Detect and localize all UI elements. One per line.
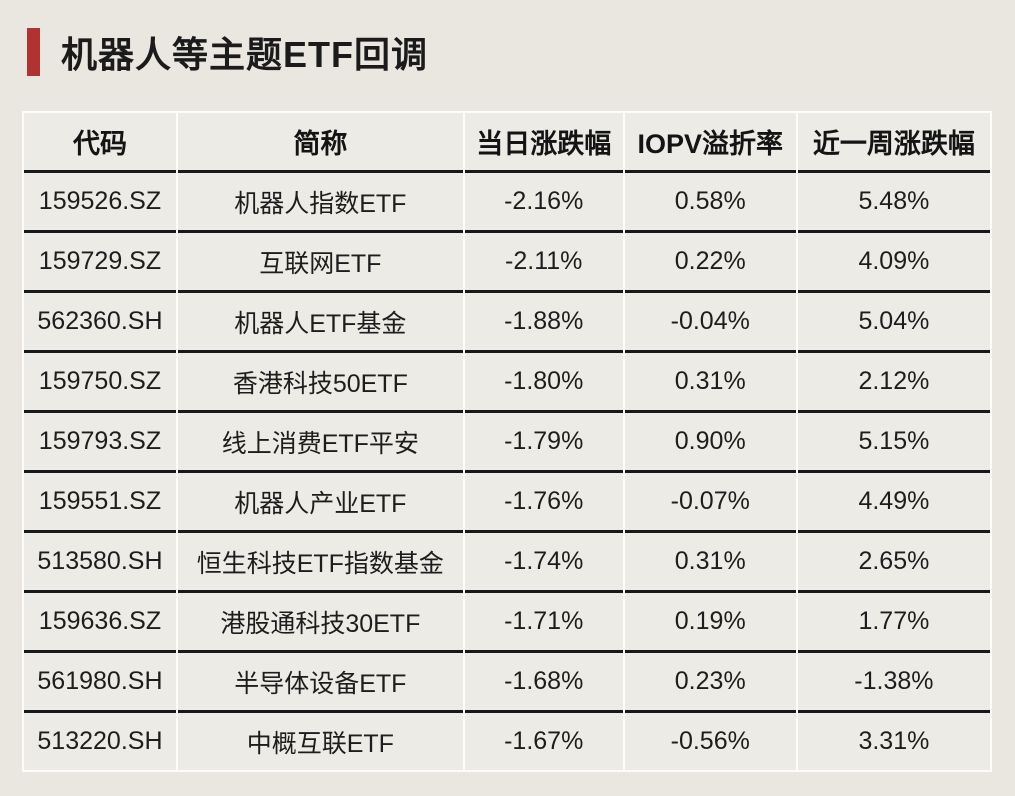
cell-iopv-premium: 0.23% [624,653,796,713]
cell-name: 香港科技50ETF [177,353,463,413]
table-row: 159729.SZ 互联网ETF -2.11% 0.22% 4.09% [24,233,990,293]
cell-weekly-change: 2.65% [797,533,990,593]
col-header-name: 简称 [177,113,463,173]
table-header-row: 代码 简称 当日涨跌幅 IOPV溢折率 近一周涨跌幅 [24,113,990,173]
cell-code: 159636.SZ [24,593,176,653]
cell-weekly-change: 4.09% [797,233,990,293]
cell-iopv-premium: -0.07% [624,473,796,533]
table-row: 513580.SH 恒生科技ETF指数基金 -1.74% 0.31% 2.65% [24,533,990,593]
cell-daily-change: -1.80% [464,353,623,413]
cell-weekly-change: 3.31% [797,713,990,770]
cell-weekly-change: 2.12% [797,353,990,413]
cell-code: 513580.SH [24,533,176,593]
cell-name: 机器人ETF基金 [177,293,463,353]
table-row: 561980.SH 半导体设备ETF -1.68% 0.23% -1.38% [24,653,990,713]
section-header: 机器人等主题ETF回调 [27,26,428,78]
cell-code: 562360.SH [24,293,176,353]
cell-name: 港股通科技30ETF [177,593,463,653]
table-row: 159750.SZ 香港科技50ETF -1.80% 0.31% 2.12% [24,353,990,413]
cell-iopv-premium: 0.19% [624,593,796,653]
cell-name: 互联网ETF [177,233,463,293]
table-row: 513220.SH 中概互联ETF -1.67% -0.56% 3.31% [24,713,990,770]
cell-name: 机器人指数ETF [177,173,463,233]
page-title: 机器人等主题ETF回调 [61,34,428,75]
col-header-iopv-premium: IOPV溢折率 [624,113,796,173]
cell-iopv-premium: -0.56% [624,713,796,770]
cell-iopv-premium: 0.22% [624,233,796,293]
cell-iopv-premium: 0.31% [624,533,796,593]
table-row: 159526.SZ 机器人指数ETF -2.16% 0.58% 5.48% [24,173,990,233]
cell-iopv-premium: -0.04% [624,293,796,353]
cell-code: 159551.SZ [24,473,176,533]
cell-daily-change: -1.79% [464,413,623,473]
cell-iopv-premium: 0.58% [624,173,796,233]
cell-daily-change: -2.11% [464,233,623,293]
table-row: 159636.SZ 港股通科技30ETF -1.71% 0.19% 1.77% [24,593,990,653]
cell-code: 159793.SZ [24,413,176,473]
cell-weekly-change: -1.38% [797,653,990,713]
cell-code: 159750.SZ [24,353,176,413]
col-header-daily-change: 当日涨跌幅 [464,113,623,173]
cell-daily-change: -1.71% [464,593,623,653]
cell-daily-change: -1.88% [464,293,623,353]
cell-code: 159526.SZ [24,173,176,233]
cell-iopv-premium: 0.90% [624,413,796,473]
cell-weekly-change: 1.77% [797,593,990,653]
table-row: 159793.SZ 线上消费ETF平安 -1.79% 0.90% 5.15% [24,413,990,473]
cell-code: 561980.SH [24,653,176,713]
cell-weekly-change: 5.15% [797,413,990,473]
cell-daily-change: -1.68% [464,653,623,713]
title-accent-bar [27,28,40,76]
cell-name: 中概互联ETF [177,713,463,770]
cell-name: 半导体设备ETF [177,653,463,713]
table-row: 159551.SZ 机器人产业ETF -1.76% -0.07% 4.49% [24,473,990,533]
cell-daily-change: -1.74% [464,533,623,593]
etf-table: 代码 简称 当日涨跌幅 IOPV溢折率 近一周涨跌幅 159526.SZ 机器人指… [22,111,992,772]
table-row: 562360.SH 机器人ETF基金 -1.88% -0.04% 5.04% [24,293,990,353]
cell-name: 恒生科技ETF指数基金 [177,533,463,593]
cell-daily-change: -2.16% [464,173,623,233]
col-header-code: 代码 [24,113,176,173]
cell-code: 159729.SZ [24,233,176,293]
cell-code: 513220.SH [24,713,176,770]
cell-weekly-change: 5.48% [797,173,990,233]
col-header-weekly-change: 近一周涨跌幅 [797,113,990,173]
cell-iopv-premium: 0.31% [624,353,796,413]
cell-daily-change: -1.76% [464,473,623,533]
cell-weekly-change: 4.49% [797,473,990,533]
cell-name: 机器人产业ETF [177,473,463,533]
cell-daily-change: -1.67% [464,713,623,770]
cell-weekly-change: 5.04% [797,293,990,353]
cell-name: 线上消费ETF平安 [177,413,463,473]
